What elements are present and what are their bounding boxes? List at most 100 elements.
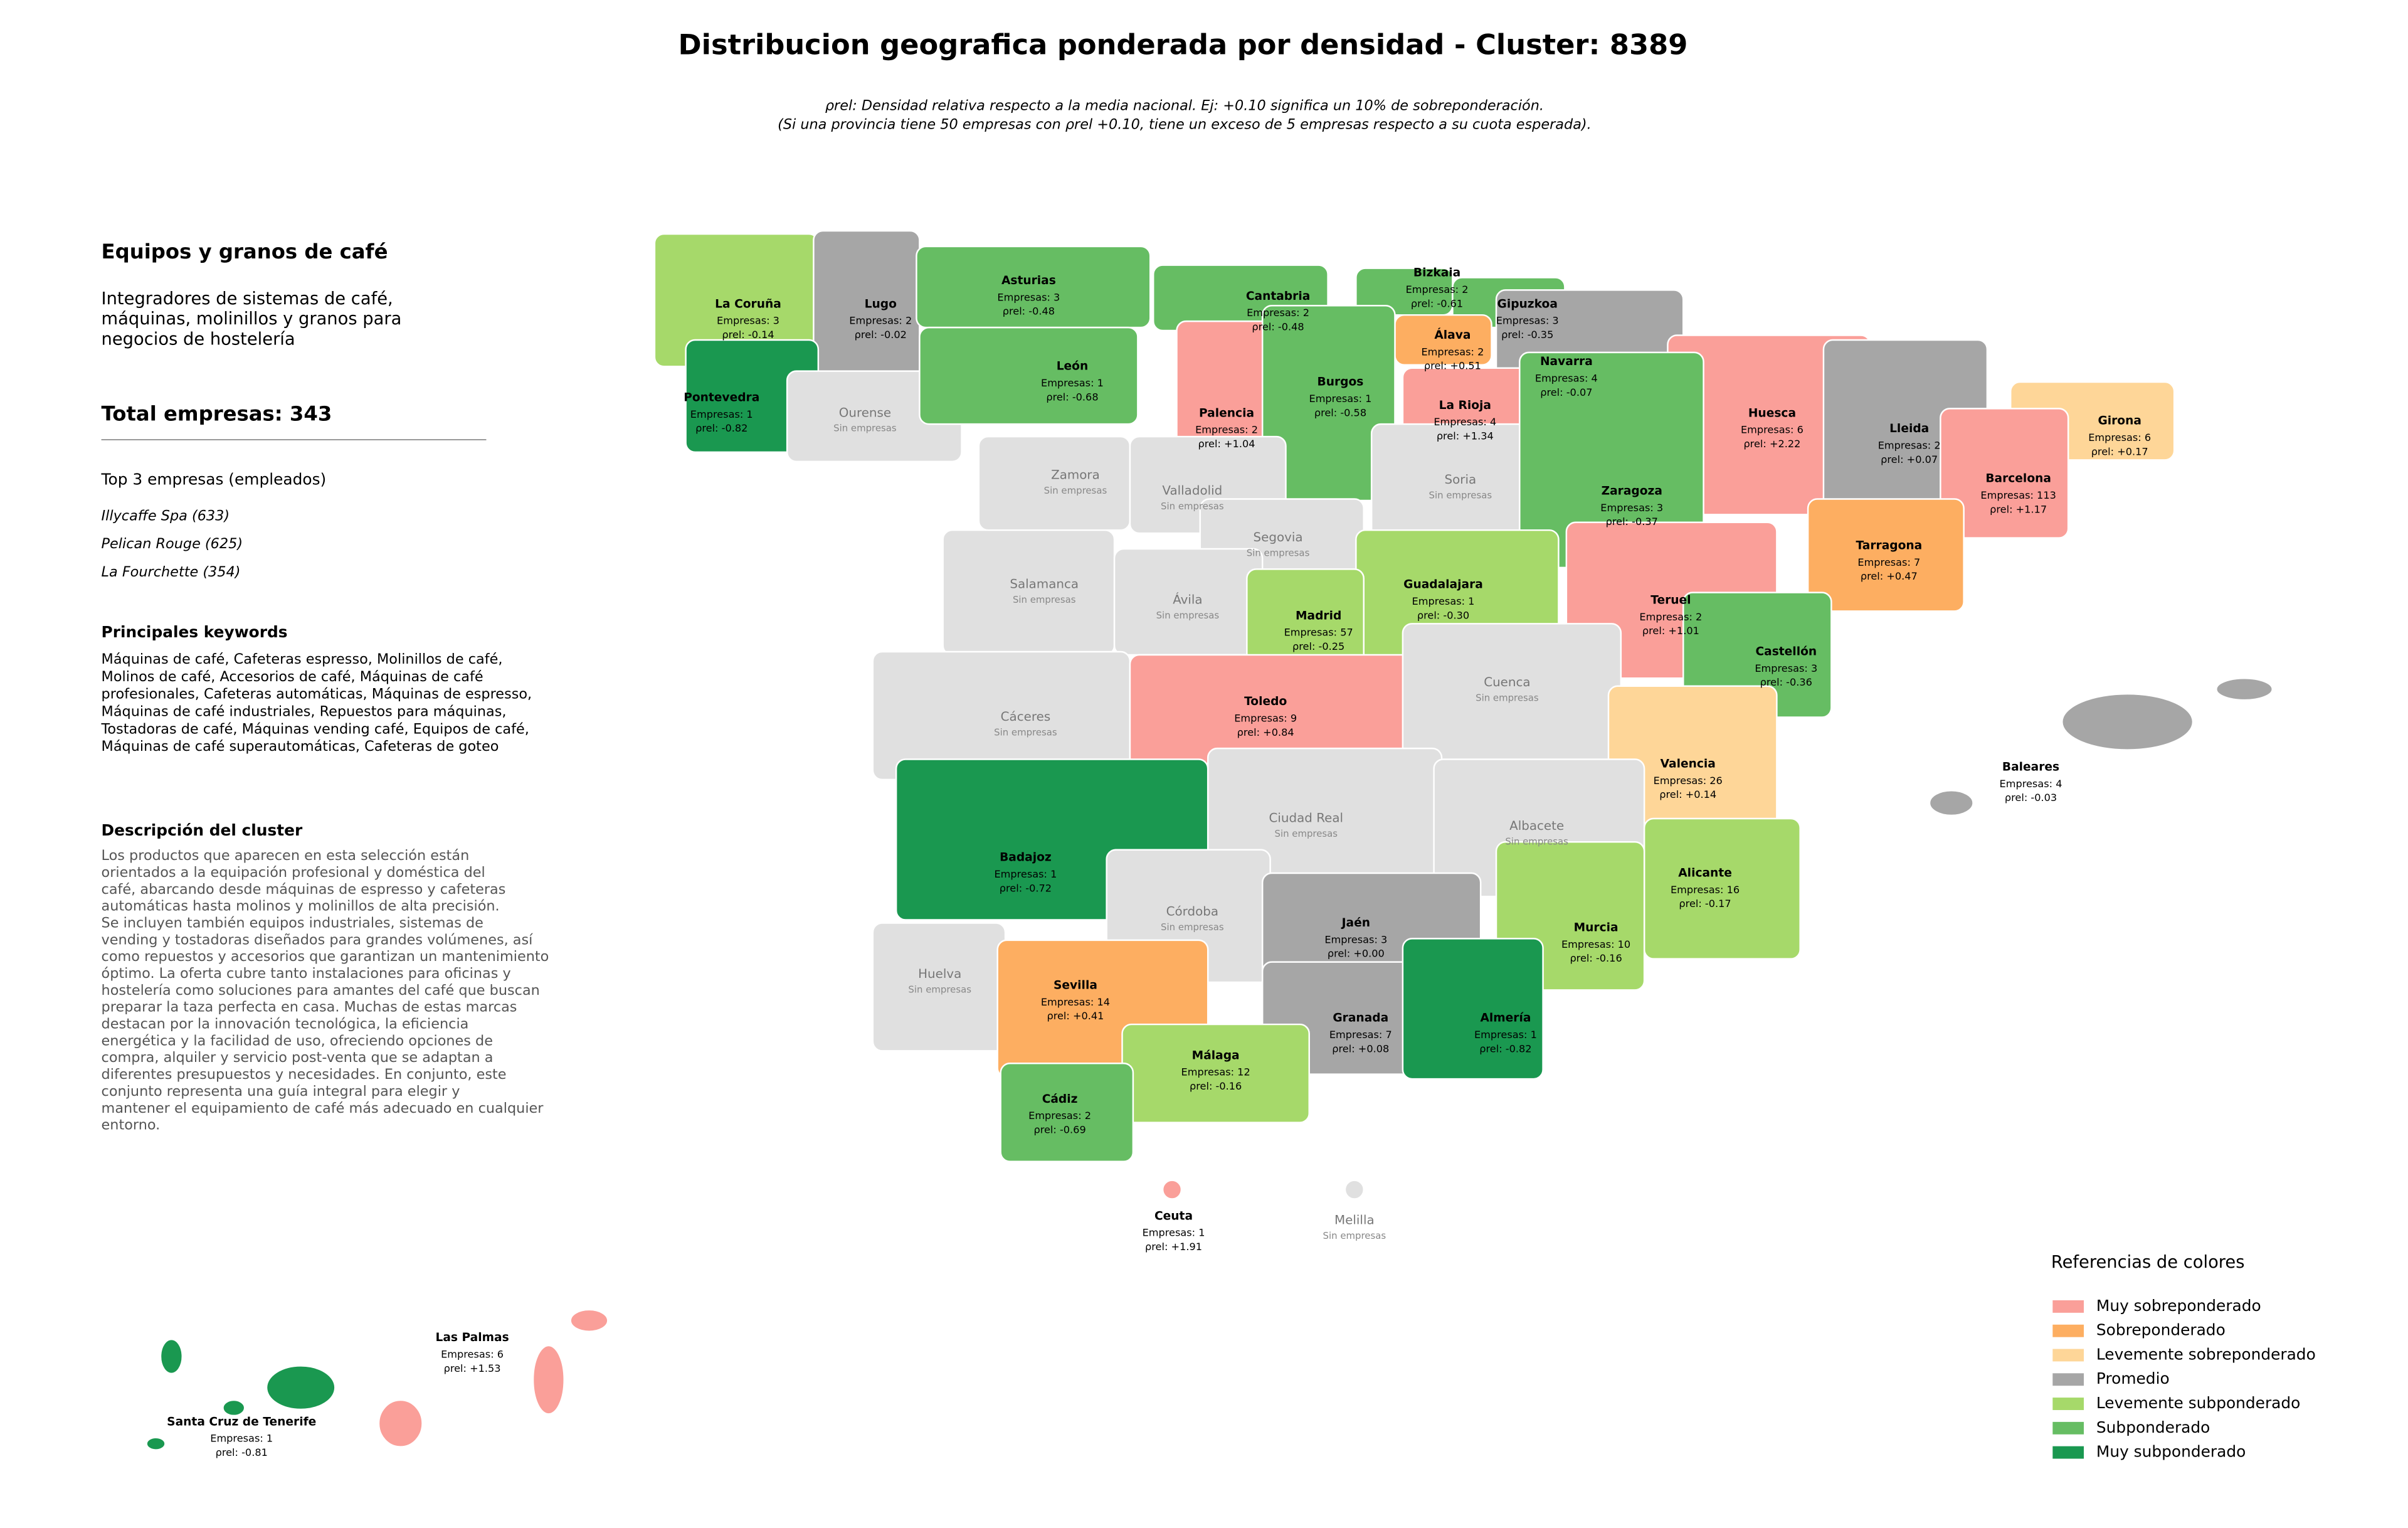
map: [145, 230, 2274, 1451]
province-name: Ourense: [839, 405, 891, 420]
province-name: Santa Cruz de Tenerife: [167, 1415, 316, 1428]
province-name: León: [1057, 360, 1089, 373]
panel-description: máquinas, molinillos y granos para: [102, 309, 402, 329]
province-companies: Empresas: 4: [1434, 416, 1496, 428]
province-density: ρrel: -0.81: [216, 1446, 268, 1458]
province-note: Sin empresas: [833, 423, 897, 434]
province-companies: Empresas: 2: [1421, 346, 1484, 358]
province-shape: [532, 1344, 565, 1415]
province-name: Valencia: [1661, 758, 1716, 771]
province-name: Cáceres: [1001, 709, 1051, 724]
province-name: Lugo: [865, 297, 897, 310]
province-companies: Empresas: 57: [1284, 627, 1353, 639]
legend-swatch: [2052, 1349, 2084, 1362]
province-density: ρrel: -0.82: [695, 422, 747, 434]
province-note: Sin empresas: [1247, 547, 1310, 558]
cluster-description: compra, alquiler y servicio post-venta q…: [102, 1049, 494, 1066]
province-density: ρrel: -0.25: [1292, 640, 1344, 652]
province-companies: Empresas: 1: [994, 868, 1057, 880]
province-note: Sin empresas: [1161, 501, 1224, 512]
province-name: Ávila: [1173, 593, 1202, 607]
panel-description: Integradores de sistemas de café,: [102, 289, 393, 309]
province-note: Sin empresas: [1476, 692, 1539, 704]
province-shape: [942, 529, 1116, 656]
province-name: Zaragoza: [1602, 485, 1662, 498]
cluster-description: diferentes presupuestos y necesidades. E…: [102, 1066, 507, 1083]
province-shape: [1000, 1062, 1134, 1163]
province-name: Bizkaia: [1413, 267, 1460, 280]
province-note: Sin empresas: [1429, 490, 1492, 501]
province-note: Sin empresas: [1274, 828, 1338, 839]
province-shape: [919, 326, 1139, 425]
province-density: ρrel: -0.68: [1046, 391, 1098, 403]
province-shape: [569, 1308, 609, 1332]
province-name: Sevilla: [1054, 979, 1097, 992]
top-company: Illycaffe Spa (633): [102, 507, 230, 524]
cluster-description: Se incluyen también equipos industriales…: [102, 915, 483, 931]
province-name: Lleida: [1889, 422, 1929, 435]
province-note: Sin empresas: [1161, 921, 1224, 933]
province-density: ρrel: +0.14: [1659, 788, 1716, 800]
top-company: Pelican Rouge (625): [102, 536, 243, 552]
province-name: Tarragona: [1856, 539, 1922, 553]
province-companies: Empresas: 3: [717, 315, 779, 327]
province-name: Teruel: [1650, 594, 1691, 607]
legend-swatch: [2052, 1398, 2084, 1410]
province-name: Gipuzkoa: [1497, 297, 1558, 310]
province-density: ρrel: -0.82: [1479, 1043, 1531, 1054]
province-shape: [1928, 790, 1974, 817]
province-shape: [1161, 1179, 1183, 1200]
province-density: ρrel: -0.30: [1417, 609, 1469, 621]
province-name: Las Palmas: [436, 1331, 509, 1344]
legend-title: Referencias de colores: [2051, 1253, 2245, 1272]
province-name: Asturias: [1001, 274, 1056, 287]
province-shape: [265, 1365, 336, 1411]
legend-swatch: [2052, 1300, 2084, 1313]
province-density: ρrel: -0.69: [1033, 1124, 1085, 1136]
province-companies: Empresas: 1: [1041, 377, 1104, 389]
province-companies: Empresas: 4: [1535, 373, 1598, 385]
province-note: Sin empresas: [994, 726, 1057, 738]
legend-label: Levemente subponderado: [2096, 1394, 2300, 1412]
province-name: Melilla: [1334, 1213, 1375, 1228]
subtitle: (Si una provincia tiene 50 empresas con …: [778, 116, 1592, 132]
province-density: ρrel: +0.84: [1237, 726, 1294, 738]
province-shape: [378, 1399, 423, 1448]
cluster-description: preparar la taza perfecta en casa. Mucha…: [102, 999, 517, 1016]
province-name: Jaén: [1341, 916, 1370, 930]
province-name: Málaga: [1192, 1049, 1240, 1062]
province-name: Castellón: [1755, 645, 1817, 659]
province-density: ρrel: -0.48: [1252, 321, 1304, 333]
keywords-title: Principales keywords: [102, 623, 288, 641]
legend-label: Promedio: [2096, 1369, 2170, 1387]
legend-swatch: [2052, 1446, 2084, 1459]
province-density: ρrel: +0.51: [1424, 360, 1481, 372]
keywords: profesionales, Cafeteras automáticas, Má…: [102, 686, 532, 703]
province-density: ρrel: +0.07: [1881, 454, 1938, 465]
province-density: ρrel: +1.91: [1145, 1241, 1202, 1253]
province-density: ρrel: +1.04: [1198, 438, 1255, 450]
map-labels: La Coruña Empresas: 3 ρrel: -0.14 Lugo Empre…: [167, 267, 2151, 1458]
province-companies: Empresas: 4: [2000, 778, 2062, 790]
province-name: Alicante: [1678, 866, 1732, 879]
cluster-description: vending y tostadoras diseñados para gran…: [102, 931, 534, 948]
province-density: ρrel: +1.53: [444, 1362, 501, 1374]
cluster-description: entorno.: [102, 1117, 161, 1133]
province-companies: Empresas: 2: [1195, 424, 1258, 436]
cluster-description: como repuestos y accesorios que garantiz…: [102, 948, 549, 965]
province-density: ρrel: -0.72: [1000, 882, 1052, 894]
cluster-title: Descripción del cluster: [102, 821, 303, 839]
province-shape: [145, 1436, 166, 1451]
province-name: Álava: [1434, 327, 1471, 342]
top-title: Top 3 empresas (empleados): [101, 470, 327, 489]
cluster-description: óptimo. La oferta cubre tanto instalacio…: [102, 965, 511, 982]
province-companies: Empresas: 26: [1654, 775, 1723, 787]
title: Distribucion geografica ponderada por de…: [679, 28, 1688, 61]
province-name: Girona: [2098, 415, 2141, 428]
cluster-description: hostelería como soluciones para amantes …: [102, 982, 540, 999]
province-name: La Coruña: [715, 297, 781, 310]
province-companies: Empresas: 3: [1600, 502, 1663, 514]
province-note: Sin empresas: [1505, 836, 1568, 847]
province-companies: Empresas: 6: [441, 1348, 504, 1360]
